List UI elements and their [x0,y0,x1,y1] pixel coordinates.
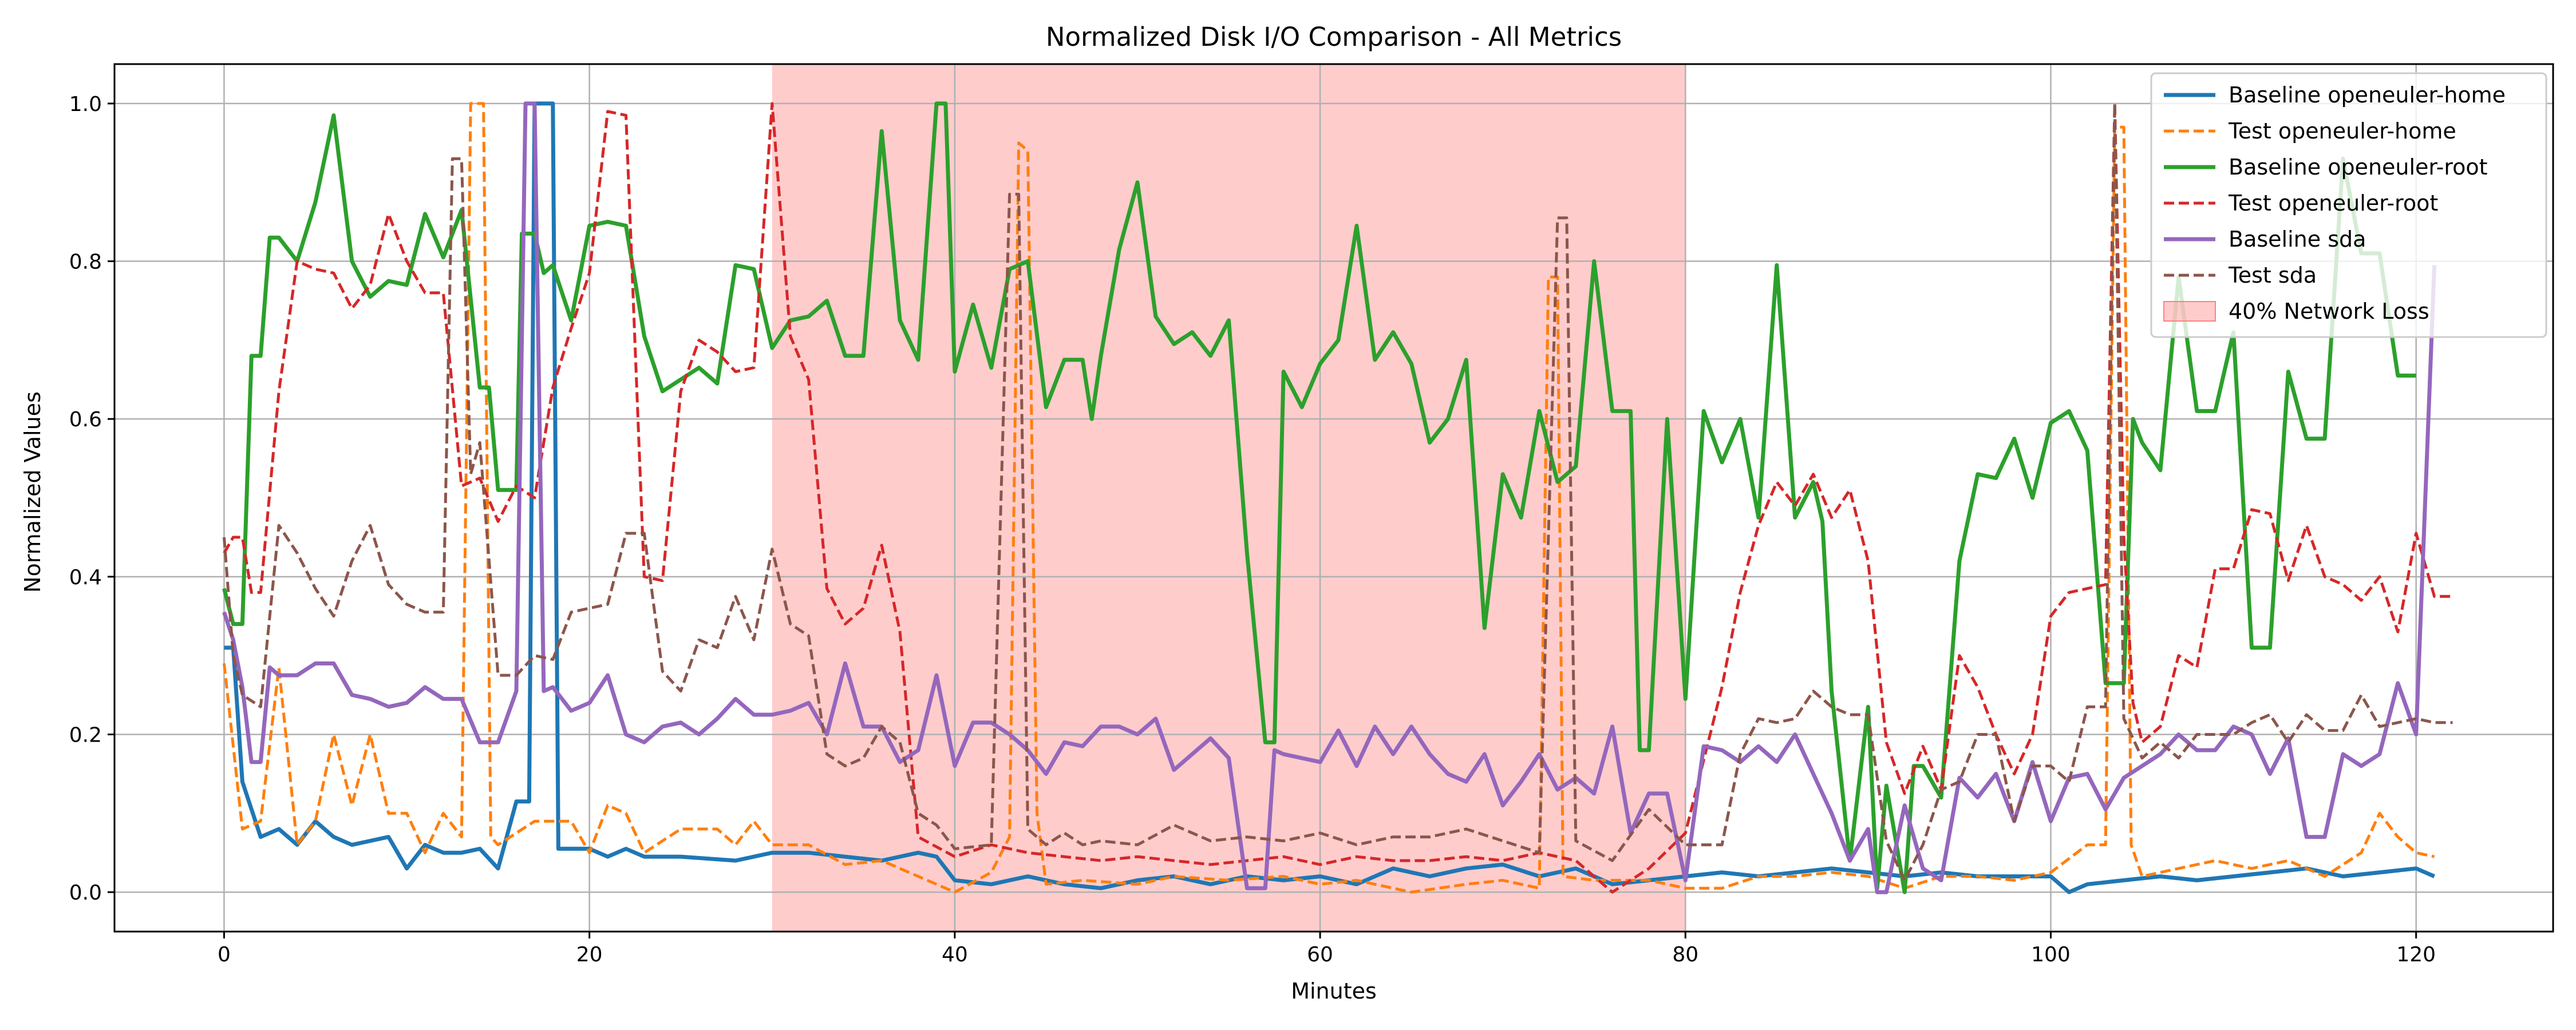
legend-label: Test openeuler-root [2228,191,2438,216]
series-line-4 [223,102,2453,894]
legend-box [2150,72,2547,338]
y-tick-label: 0.2 [69,723,102,747]
legend-swatch [2163,301,2216,322]
legend-label: Test openeuler-home [2228,118,2456,144]
x-tick-label: 40 [942,943,968,966]
chart-title: Normalized Disk I/O Comparison - All Met… [1046,22,1622,52]
plot-frame [113,63,2554,933]
legend-label: Baseline openeuler-home [2229,82,2506,108]
legend-label: Baseline openeuler-root [2229,154,2488,180]
x-tick-label: 80 [1672,943,1698,966]
y-tick-label: 0.4 [69,566,102,589]
legend-label: 40% Network Loss [2229,299,2429,324]
y-tick-label: 0.6 [69,408,102,431]
x-tick-label: 0 [218,943,231,966]
plot-area: 0 20 40 60 80 100 120 0.0 0.2 0.4 0.6 0.8 1.0 [69,63,2554,966]
series-line-5 [222,101,2437,894]
legend: Baseline openeuler-home Test openeuler-ho… [2150,72,2547,338]
x-tick-label: 120 [2396,943,2436,966]
x-tick-label: 100 [2031,943,2071,966]
x-axis-label: Minutes [1291,978,1377,1004]
shaded-region [772,64,1686,932]
legend-label: Test sda [2228,263,2317,288]
x-tick-label: 20 [576,943,603,966]
y-axis-label: Normalized Values [20,391,45,593]
y-tick-label: 0.8 [69,251,102,274]
y-tick-label: 0.0 [69,881,102,905]
x-tick-label: 60 [1307,943,1333,966]
series-line-6 [223,102,2453,882]
y-tick-label: 1.0 [69,93,102,116]
legend-label: Baseline sda [2229,227,2366,252]
